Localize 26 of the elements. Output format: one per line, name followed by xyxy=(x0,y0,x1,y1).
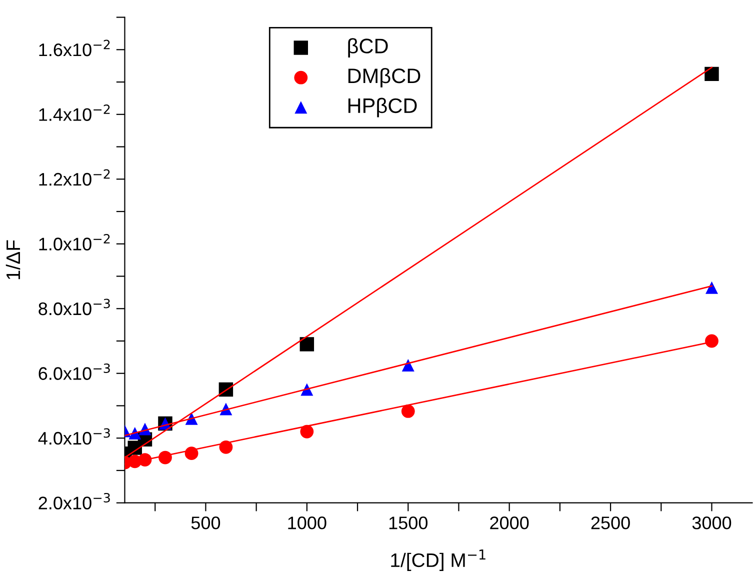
point xyxy=(704,66,719,82)
y-tick-label: 6.0x10$^{−3}$ xyxy=(38,363,110,380)
y-tick-label: 8.0x10$^{−3}$ xyxy=(38,298,110,316)
legend-label: DMβCD xyxy=(348,68,420,88)
y-tick-label: 2.0x10$^{−3}$ xyxy=(38,492,110,510)
point xyxy=(300,383,314,396)
x-tick-label: 1000 xyxy=(288,516,326,530)
legend-label: HPβCD xyxy=(348,98,417,118)
point xyxy=(705,334,718,348)
point xyxy=(705,281,718,294)
y-tick-label: 4.0x10$^{−3}$ xyxy=(38,428,110,445)
y-tick-label: 1.4x10$^{−2}$ xyxy=(39,104,110,121)
x-tick-label: 500 xyxy=(191,516,220,530)
legend-label: βCD xyxy=(348,38,388,58)
y-tick-label: 1.6x10$^{−2}$ xyxy=(39,40,110,56)
point xyxy=(401,404,415,418)
x-tick-label: 3000 xyxy=(692,516,732,530)
point xyxy=(300,424,314,438)
x-tick-label: 1500 xyxy=(389,516,428,530)
point xyxy=(300,337,314,352)
x-axis-title: 1/[CD] M$^{−1}$ xyxy=(391,550,486,571)
y-tick-label: 1.0x10$^{−2}$ xyxy=(39,234,110,250)
y-tick-label: 1.2x10$^{−2}$ xyxy=(39,169,110,186)
x-tick-label: 2000 xyxy=(490,516,529,530)
x-tick-label: 2500 xyxy=(591,516,630,530)
y-axis-title: 1/ΔF xyxy=(6,240,20,280)
